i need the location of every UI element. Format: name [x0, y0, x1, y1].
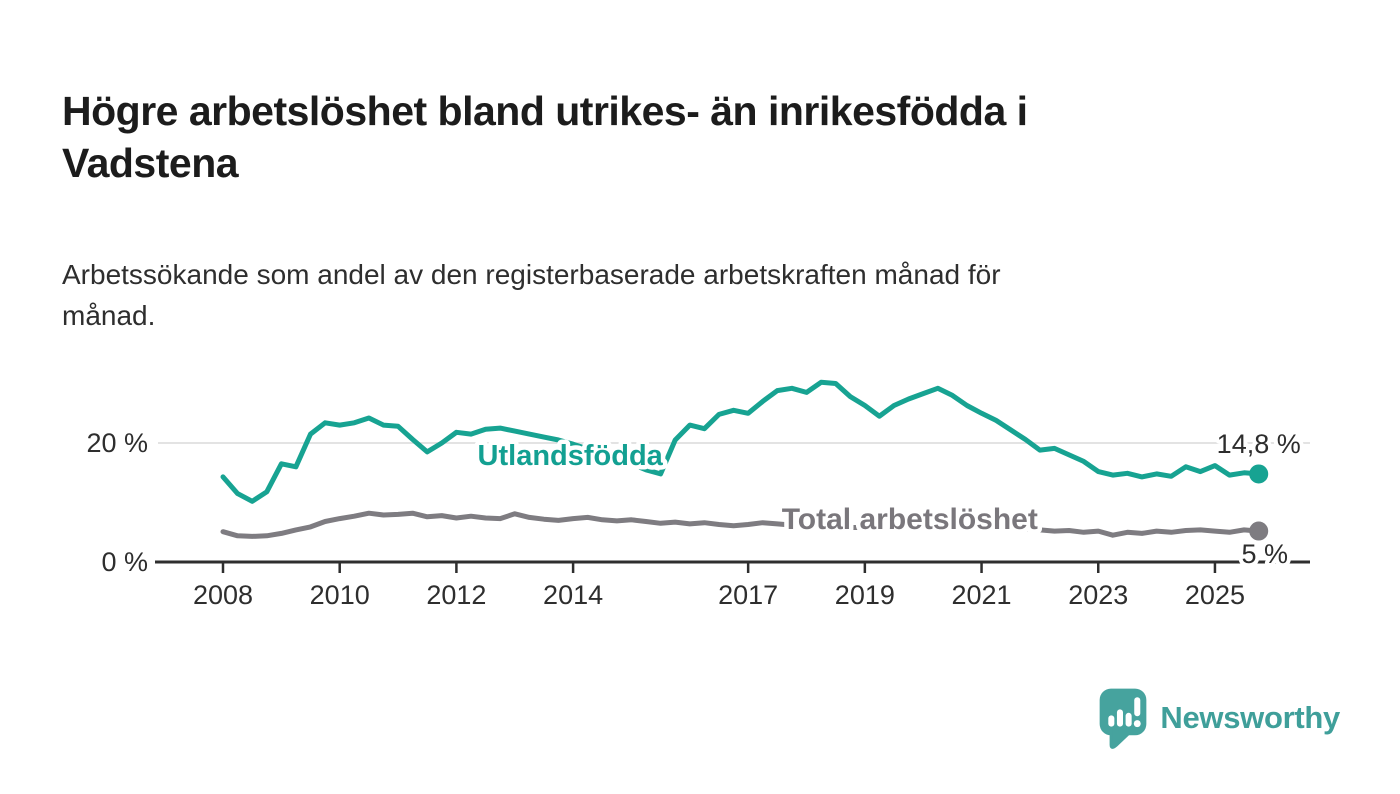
x-tick-label-2010: 2010: [310, 580, 370, 610]
series-end-dot-utlandsfodda: [1249, 464, 1269, 484]
page-title-line-2: Vadstena: [62, 140, 239, 187]
series-label-total: Total arbetslöshet: [782, 503, 1038, 536]
logo-exclamation-dot: [1134, 720, 1142, 728]
logo-bar-3: [1125, 712, 1133, 727]
x-tick-label-2023: 2023: [1068, 580, 1128, 610]
x-tick-label-2021: 2021: [952, 580, 1012, 610]
logo-bar-1: [1108, 715, 1115, 727]
x-tick-label-2019: 2019: [835, 580, 895, 610]
newsworthy-logo: Newsworthy: [1097, 686, 1340, 750]
newsworthy-logo-text: Newsworthy: [1160, 700, 1340, 735]
y-tick-label-0pct: 0 %: [101, 547, 148, 577]
x-tick-label-2025: 2025: [1185, 580, 1245, 610]
series-label-utlandsfodda: Utlandsfödda: [478, 440, 664, 472]
value-label-total: 5 %: [1241, 539, 1288, 569]
newsworthy-logo-icon: [1100, 688, 1147, 749]
x-tick-label-2012: 2012: [426, 580, 486, 610]
logo-bar-2: [1117, 709, 1124, 727]
chart-description-line-2: månad.: [62, 300, 156, 331]
y-tick-label-20pct: 20 %: [86, 428, 148, 458]
value-label-utlandsfodda: 14,8 %: [1217, 429, 1301, 459]
page-title-line-1: Högre arbetslöshet bland utrikes- än inr…: [62, 88, 1028, 135]
x-tick-label-2008: 2008: [193, 580, 253, 610]
series-end-dot-total: [1249, 521, 1269, 541]
chart-description: Arbetssökande som andel av den registerb…: [62, 254, 1312, 336]
series-line-utlandsfodda: [220, 379, 1262, 504]
logo-bubble-tail: [1109, 726, 1134, 749]
page-title: Högre arbetslöshet bland utrikes- än inr…: [62, 85, 1312, 189]
chart-description-line-1: Arbetssökande som andel av den registerb…: [62, 259, 1001, 290]
series-line-total: [220, 510, 1262, 539]
x-tick-label-2017: 2017: [718, 580, 778, 610]
logo-exclamation-bar: [1134, 697, 1141, 717]
x-tick-label-2014: 2014: [543, 580, 603, 610]
